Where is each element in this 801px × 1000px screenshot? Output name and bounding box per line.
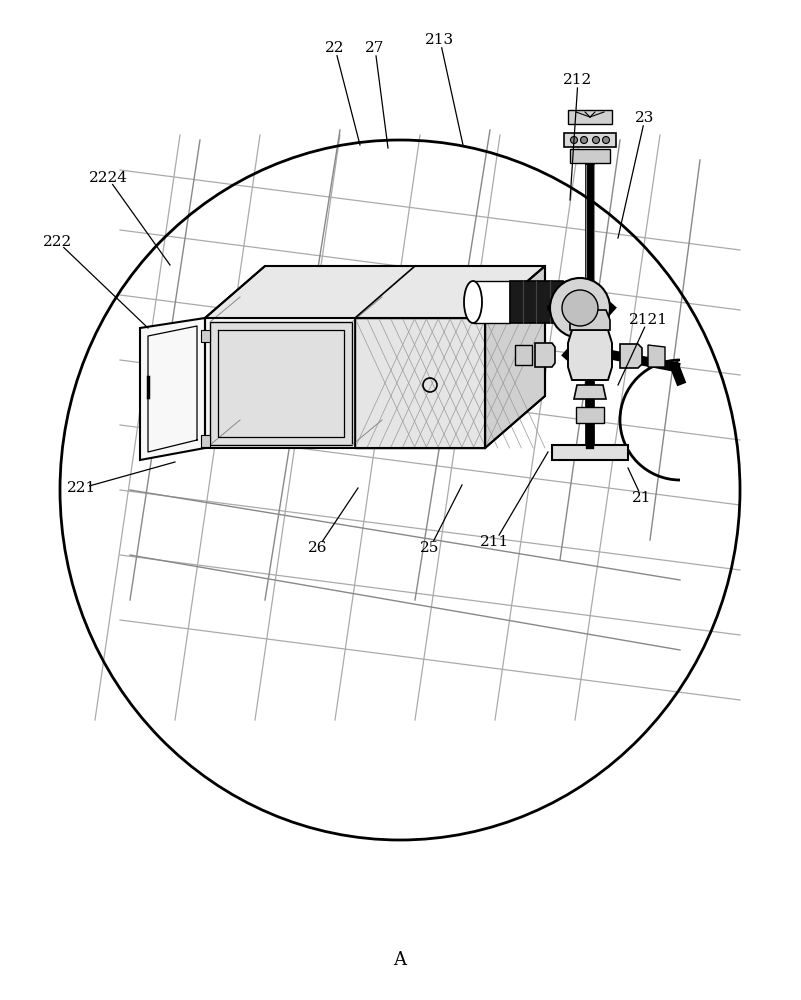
Polygon shape (510, 281, 563, 323)
Text: A: A (393, 951, 406, 969)
Text: 25: 25 (421, 541, 440, 555)
Circle shape (593, 136, 599, 143)
Circle shape (581, 136, 587, 143)
Polygon shape (535, 343, 555, 367)
Text: 211: 211 (481, 535, 509, 549)
Polygon shape (473, 281, 510, 323)
Polygon shape (140, 318, 205, 460)
Text: 22: 22 (325, 41, 344, 55)
Circle shape (570, 136, 578, 143)
Polygon shape (515, 345, 532, 365)
Polygon shape (620, 344, 642, 368)
Text: 21: 21 (632, 491, 652, 505)
Polygon shape (485, 266, 545, 448)
Circle shape (602, 136, 610, 143)
Ellipse shape (575, 281, 591, 323)
Text: 27: 27 (365, 41, 384, 55)
Circle shape (550, 278, 610, 338)
Polygon shape (648, 345, 665, 367)
Polygon shape (574, 385, 606, 399)
Text: 221: 221 (67, 481, 97, 495)
Text: 2224: 2224 (88, 171, 127, 185)
Polygon shape (568, 330, 612, 380)
Polygon shape (205, 318, 485, 448)
Text: 26: 26 (308, 541, 328, 555)
Text: 212: 212 (563, 73, 593, 87)
Text: 2121: 2121 (629, 313, 667, 327)
Polygon shape (201, 330, 210, 342)
Polygon shape (570, 149, 610, 163)
Polygon shape (552, 445, 628, 460)
Circle shape (562, 290, 598, 326)
Text: 213: 213 (425, 33, 454, 47)
Polygon shape (355, 318, 485, 448)
Polygon shape (568, 110, 612, 124)
Text: 23: 23 (635, 111, 654, 125)
Polygon shape (576, 407, 604, 423)
Polygon shape (563, 281, 583, 323)
Polygon shape (570, 310, 610, 330)
Polygon shape (205, 266, 545, 318)
Polygon shape (210, 322, 352, 445)
Polygon shape (564, 133, 616, 147)
Text: 222: 222 (43, 235, 73, 249)
Ellipse shape (464, 281, 482, 323)
Polygon shape (201, 435, 210, 447)
